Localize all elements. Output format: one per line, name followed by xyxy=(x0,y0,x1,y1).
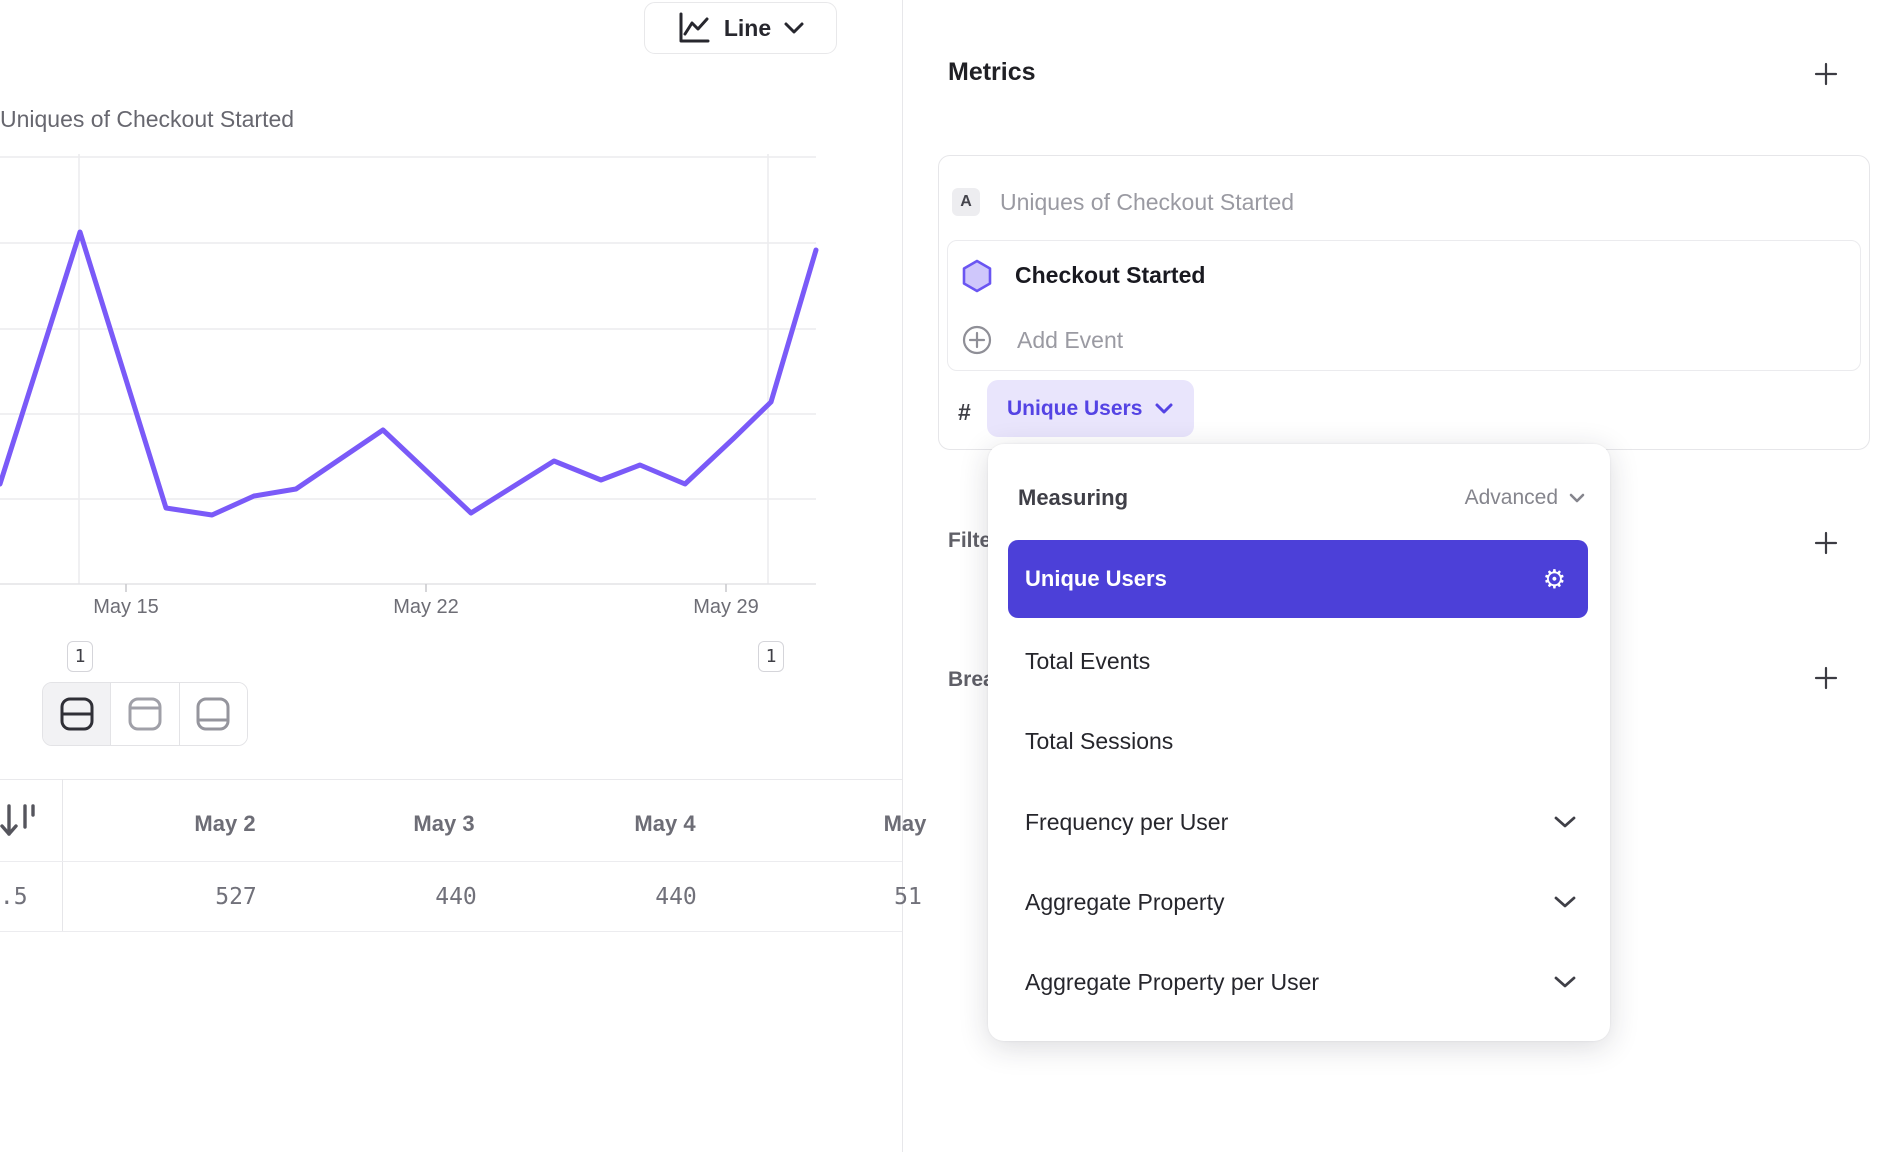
gear-icon[interactable]: ⚙ xyxy=(1542,564,1566,594)
add-filter-button[interactable] xyxy=(1814,531,1838,555)
hash-symbol: # xyxy=(958,399,971,425)
menu-item-total-events[interactable]: Total Events xyxy=(1025,647,1151,674)
chevron-down-icon xyxy=(1552,894,1578,910)
chevron-down-icon xyxy=(1552,974,1578,990)
table-row-label: 0.5 xyxy=(0,884,28,910)
table-cell: 527 xyxy=(215,884,257,910)
table-cell: 440 xyxy=(655,884,697,910)
menu-item-total-sessions[interactable]: Total Sessions xyxy=(1025,727,1174,754)
chart-only-view-button[interactable] xyxy=(111,683,180,745)
menu-item-unique-users-selected[interactable]: Unique Users ⚙ xyxy=(1008,540,1588,618)
view-toggle-group xyxy=(42,682,248,746)
chevron-down-icon xyxy=(1568,492,1586,504)
metric-name: Uniques of Checkout Started xyxy=(1000,189,1295,215)
measuring-header: Measuring xyxy=(1018,485,1129,510)
x-tick-label: May 29 xyxy=(693,596,759,618)
menu-item-aggregate-property[interactable]: Aggregate Property xyxy=(1025,888,1225,915)
table-header-cell[interactable]: May 4 xyxy=(634,811,696,836)
split-view-button[interactable] xyxy=(43,683,112,745)
advanced-toggle[interactable]: Advanced xyxy=(1430,486,1586,510)
event-name[interactable]: Checkout Started xyxy=(1015,262,1206,288)
add-metric-button[interactable] xyxy=(1814,62,1838,86)
chevron-down-icon xyxy=(1154,402,1174,415)
chevron-down-icon xyxy=(783,21,805,35)
panel-divider xyxy=(902,0,903,1152)
series-line xyxy=(0,229,819,518)
chart-gridlines xyxy=(0,156,816,500)
line-chart[interactable] xyxy=(0,140,902,670)
table-column-divider xyxy=(62,779,63,931)
table-cell: 51 xyxy=(894,884,922,910)
measure-chip[interactable]: Unique Users xyxy=(987,380,1195,437)
split-horizontal-icon xyxy=(58,695,96,733)
add-breakdown-button[interactable] xyxy=(1814,666,1838,690)
top-bar-icon xyxy=(126,695,164,733)
bottom-bar-icon xyxy=(194,695,232,733)
chart-type-button[interactable]: Line xyxy=(644,2,837,54)
chart-title: Uniques of Checkout Started xyxy=(0,106,295,132)
x-axis-ticks xyxy=(125,584,727,592)
add-event-icon[interactable] xyxy=(961,324,993,356)
table-cell: 440 xyxy=(435,884,477,910)
event-list-box xyxy=(947,240,1861,371)
metrics-section-title: Metrics xyxy=(948,58,1036,86)
x-tick-label: May 15 xyxy=(93,596,159,618)
event-hexagon-icon xyxy=(960,259,994,293)
metric-letter-badge: A xyxy=(952,188,980,216)
menu-item-frequency-per-user[interactable]: Frequency per User xyxy=(1025,808,1229,835)
table-header-cell[interactable]: May 3 xyxy=(413,811,475,836)
add-event-label[interactable]: Add Event xyxy=(1017,327,1124,353)
table-header-divider xyxy=(0,861,902,862)
chart-type-label: Line xyxy=(723,14,772,41)
advanced-label: Advanced xyxy=(1464,486,1558,509)
table-only-view-button[interactable] xyxy=(179,683,247,745)
measure-chip-label: Unique Users xyxy=(1007,396,1143,420)
menu-item-aggregate-property-per-user[interactable]: Aggregate Property per User xyxy=(1025,968,1320,995)
annotation-badge[interactable]: 1 xyxy=(758,641,784,672)
selected-item-label: Unique Users xyxy=(1025,566,1167,591)
table-top-border xyxy=(0,779,902,780)
table-header-cell[interactable]: May xyxy=(883,811,927,836)
x-tick-label: May 22 xyxy=(393,596,459,618)
line-chart-icon xyxy=(676,10,712,46)
annotation-lines xyxy=(78,154,769,584)
annotation-badge[interactable]: 1 xyxy=(67,641,93,672)
sort-descending-icon[interactable] xyxy=(0,801,40,841)
table-bottom-border xyxy=(0,931,902,932)
filter-section-label: Filter xyxy=(948,529,1000,552)
chevron-down-icon xyxy=(1552,814,1578,830)
table-header-cell[interactable]: May 2 xyxy=(194,811,256,836)
